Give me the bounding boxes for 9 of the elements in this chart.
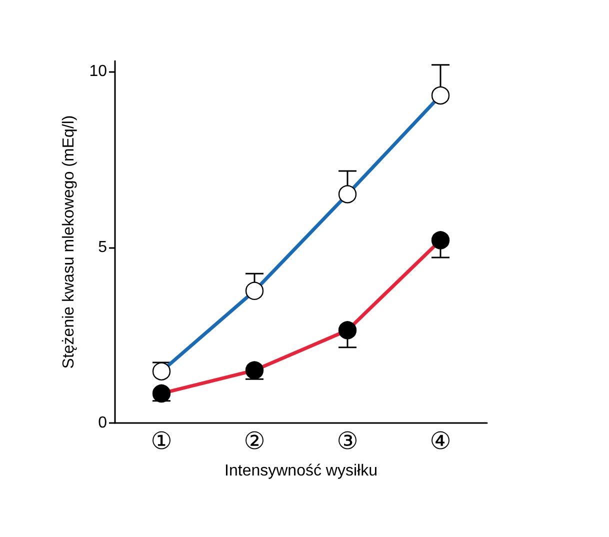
- y-axis-title: Stężenie kwasu mlekowego (mEq/l): [60, 115, 78, 369]
- x-tick-label: ③: [336, 427, 358, 455]
- x-tick-label: ②: [244, 427, 266, 455]
- y-tick-label: 10: [89, 63, 108, 80]
- y-tick-label: 0: [98, 414, 108, 432]
- y-tick-label: 5: [98, 238, 108, 256]
- x-tick-label: ④: [430, 427, 452, 455]
- x-tick-label: ①: [150, 427, 172, 455]
- x-axis-title: Intensywność wysiłku: [224, 462, 378, 480]
